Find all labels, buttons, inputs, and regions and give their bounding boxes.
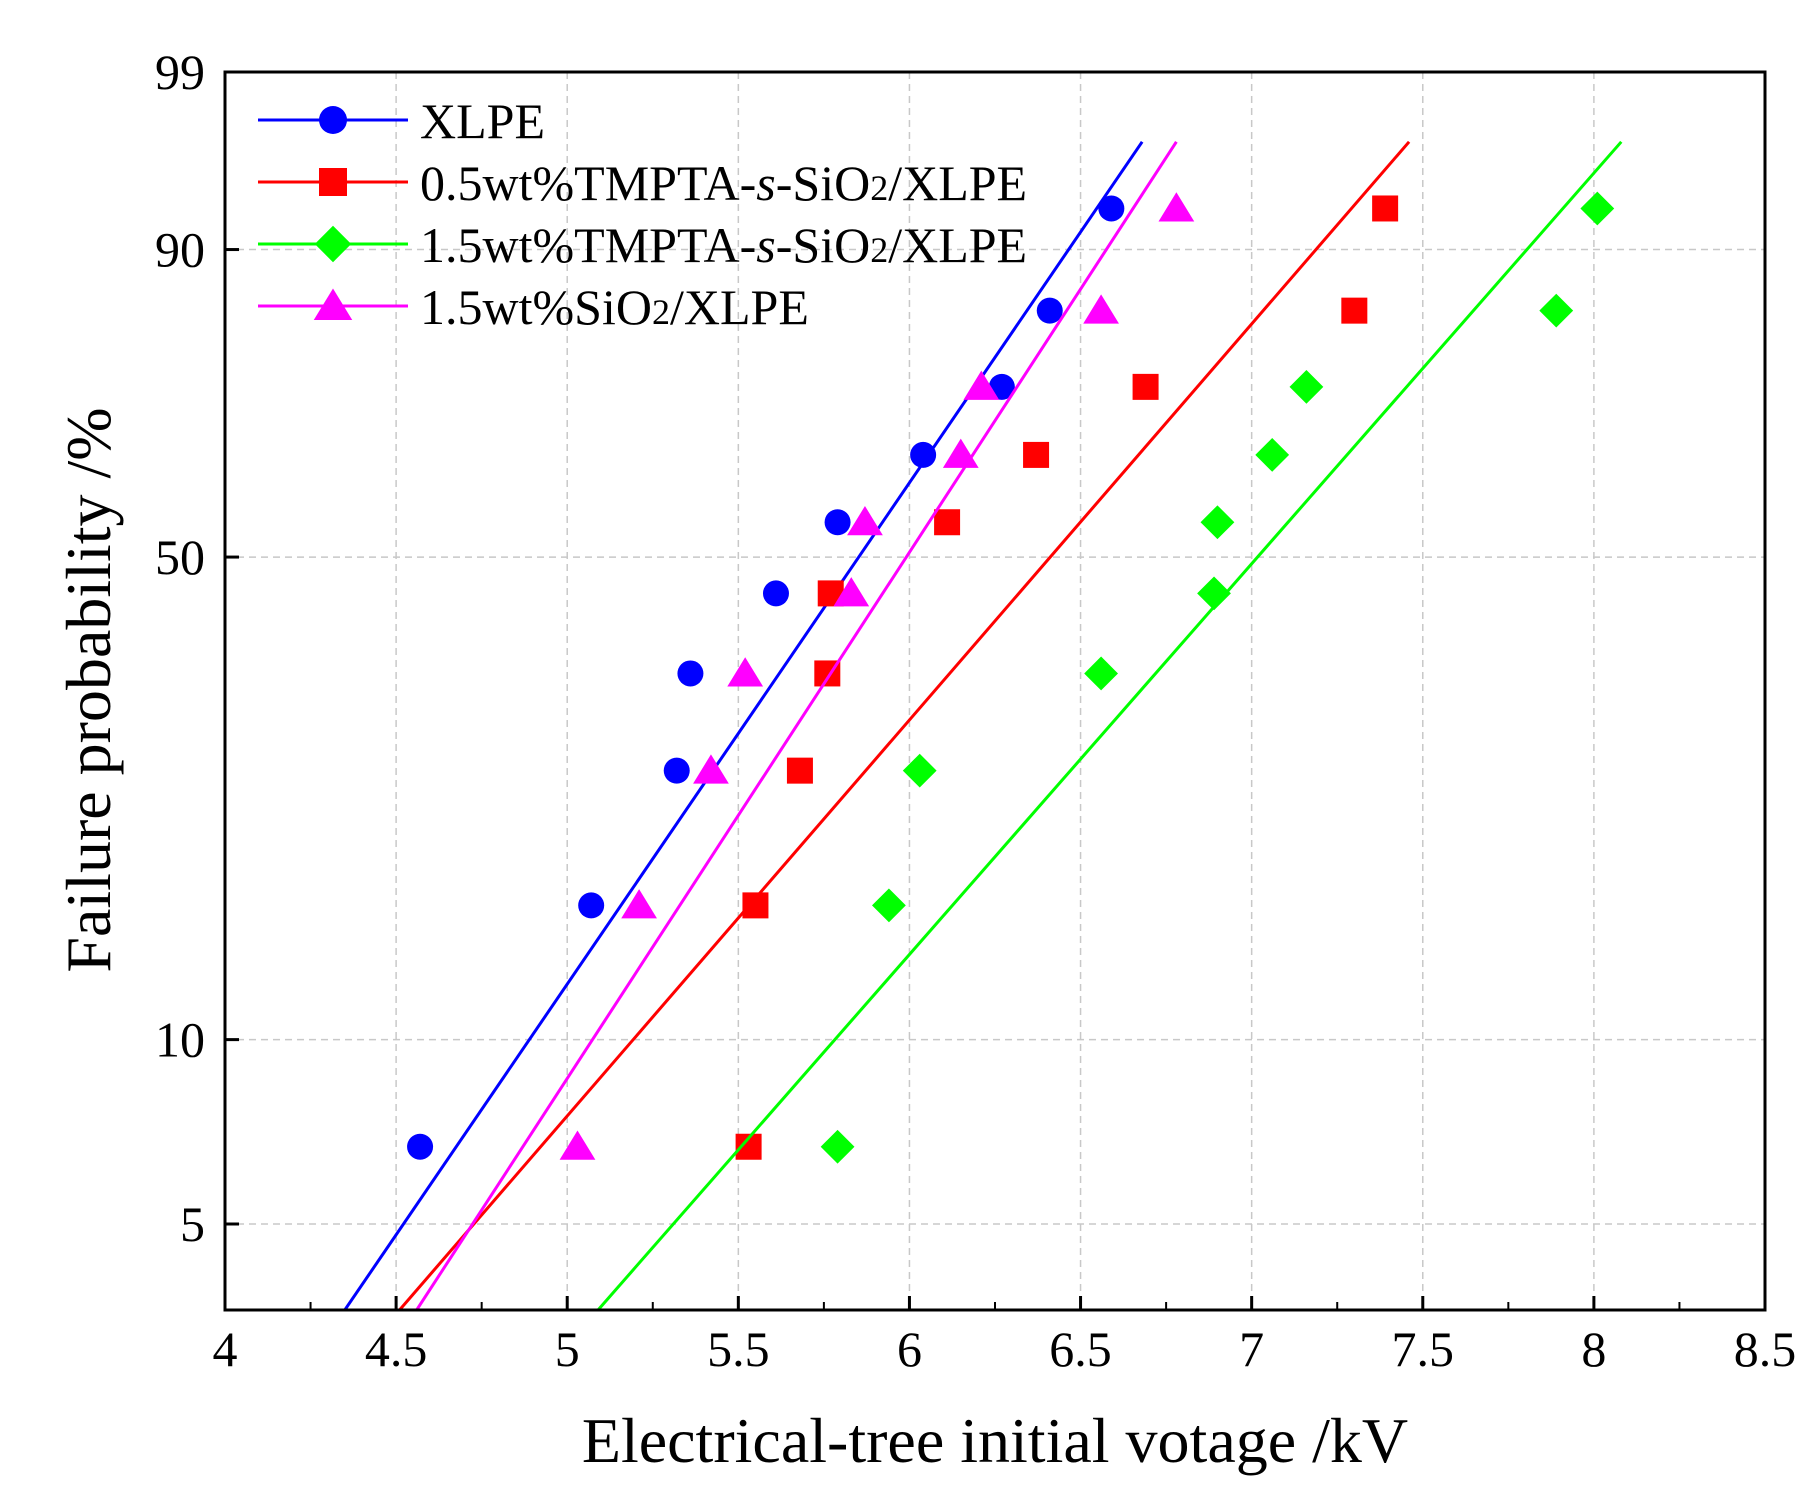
data-point [824,509,851,536]
legend-entry: 0.5wt%TMPTA-s-SiO2/XLPE [258,155,1027,211]
data-point [902,753,937,788]
legend-marker [319,106,347,134]
data-point [963,370,1000,400]
data-point [559,1130,596,1160]
x-tick-label: 4.5 [365,1321,428,1377]
grid-lines [225,72,1765,1310]
series-2 [398,140,1411,1310]
data-point [742,892,769,919]
x-tick-label: 5 [555,1321,580,1377]
y-tick-label: 5 [180,1196,205,1252]
x-axis-title: Electrical-tree initial votage /kV [582,1405,1408,1476]
data-point [988,373,1015,400]
x-tick-label: 6.5 [1049,1321,1112,1377]
legend-label: XLPE [420,93,545,149]
data-point [1036,297,1063,324]
data-point [578,892,605,919]
data-point [910,441,937,468]
y-tick-label: 10 [155,1012,205,1068]
x-tick-label: 8.5 [1734,1321,1797,1377]
data-point [1255,438,1290,472]
data-point [847,505,883,536]
data-point [1200,505,1235,540]
data-point [1580,191,1615,226]
data-point [1341,297,1368,324]
data-point [1023,441,1050,468]
legend-label: 1.5wt%SiO2/XLPE [420,279,809,335]
data-point [762,580,789,607]
legend-label: 1.5wt%TMPTA-s-SiO2/XLPE [420,217,1027,273]
legend-marker [314,225,352,263]
series-4 [415,140,1195,1310]
data-point [934,509,961,536]
x-tick-label: 6 [897,1321,922,1377]
data-point [872,888,906,923]
data-point [1372,195,1399,222]
axis-ticks: 4 4.5 5 5.5 6 6.5 7 7.5 8 8.5 5 10 50 90 99 [155,44,1796,1377]
legend-marker [319,168,347,196]
data-point [1132,373,1159,400]
legend-marker [313,288,353,320]
y-axis-title: Failure probability /% [53,407,124,972]
data-point [1158,192,1195,222]
data-point [833,577,870,607]
y-tick-label: 90 [155,222,205,278]
data-point [1098,195,1125,222]
fit-line [343,140,1144,1310]
legend-entry: 1.5wt%TMPTA-s-SiO2/XLPE [258,217,1027,273]
fit-line [415,140,1178,1310]
data-point [1084,656,1118,691]
fit-line [596,140,1623,1310]
data-point [693,754,729,784]
series-3 [596,140,1623,1310]
legend-entry: 1.5wt%SiO2/XLPE [258,279,809,335]
legend-label: 0.5wt%TMPTA-s-SiO2/XLPE [420,155,1027,211]
data-point [407,1133,434,1160]
data-point [663,757,690,784]
data-point [820,1129,855,1164]
data-point [1083,294,1119,324]
y-tick-label: 99 [155,44,205,100]
data-point [727,657,764,687]
data-point [786,757,813,784]
x-tick-label: 8 [1581,1321,1606,1377]
fit-line [398,140,1411,1310]
data-point [942,438,979,468]
legend-entry: XLPE [258,93,545,149]
series-layer [343,140,1623,1310]
legend: XLPE 0.5wt%TMPTA-s-SiO2/XLPE 1.5wt%TMPTA-s… [258,93,1027,335]
x-tick-label: 7 [1239,1321,1264,1377]
data-point [1289,369,1324,404]
data-point [621,889,657,919]
data-point [677,660,704,687]
x-tick-label: 5.5 [707,1321,770,1377]
x-tick-label: 7.5 [1392,1321,1455,1377]
y-tick-label: 50 [155,529,205,585]
x-tick-label: 4 [213,1321,238,1377]
data-point [1539,293,1574,328]
series-1 [343,140,1144,1310]
data-point [1197,576,1231,611]
